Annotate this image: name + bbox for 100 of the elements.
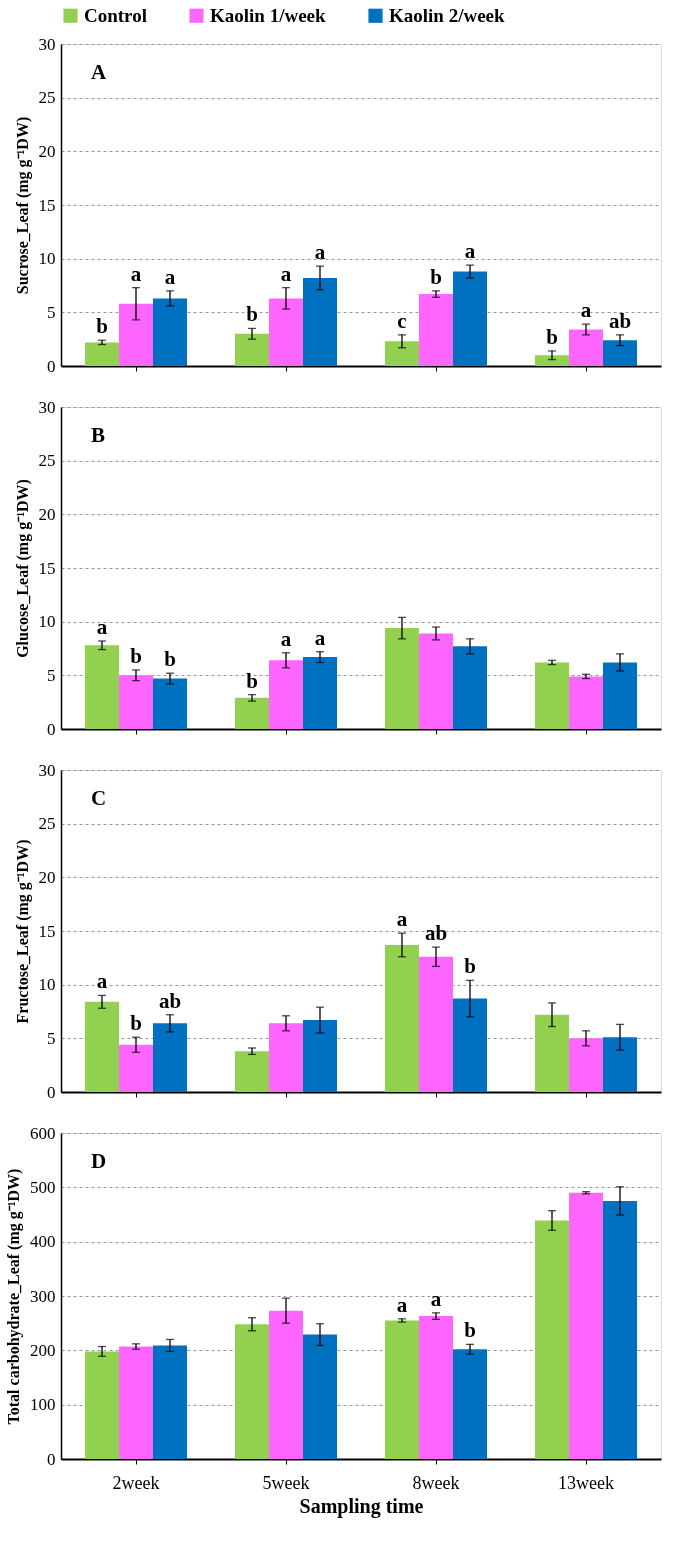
data-label: b xyxy=(96,314,108,339)
bar xyxy=(235,333,269,366)
y-tick-label: 25 xyxy=(38,88,56,108)
legend-label: Kaolin 2/week xyxy=(389,4,506,26)
bar xyxy=(119,1044,153,1092)
y-tick-label: 25 xyxy=(38,451,56,471)
data-label: ab xyxy=(424,921,448,946)
bar xyxy=(153,1023,187,1092)
bar xyxy=(535,1220,569,1459)
bar xyxy=(85,645,119,729)
bar xyxy=(453,998,487,1092)
y-axis-title: Fructose_Leaf (mg g⁻¹DW) xyxy=(13,839,32,1024)
bar xyxy=(269,1310,303,1459)
y-tick-label: 20 xyxy=(38,504,56,524)
y-tick-label: 20 xyxy=(38,141,56,161)
y-axis-title: Sucrose_Leaf (mg g⁻¹DW) xyxy=(13,116,32,295)
bar xyxy=(235,1051,269,1092)
data-label: a xyxy=(430,1286,442,1311)
bar xyxy=(385,628,419,729)
x-tick-label: 5week xyxy=(262,1472,310,1493)
annotation: D xyxy=(91,1149,107,1173)
bar xyxy=(385,944,419,1092)
bar xyxy=(453,271,487,366)
bar xyxy=(603,1037,637,1092)
bar xyxy=(269,298,303,366)
y-tick-label: 0 xyxy=(47,1082,56,1102)
bar xyxy=(303,277,337,366)
data-label: ab xyxy=(608,308,632,333)
data-label: a xyxy=(96,969,108,994)
data-label: c xyxy=(397,308,407,333)
x-tick-label: 2week xyxy=(112,1472,160,1493)
y-tick-label: 15 xyxy=(38,558,56,578)
bar xyxy=(569,1192,603,1459)
y-axis-title: Glucose_Leaf (mg g⁻¹DW) xyxy=(13,479,32,658)
y-tick-label: 10 xyxy=(38,612,56,632)
data-label: b xyxy=(246,302,258,327)
bar xyxy=(453,646,487,729)
y-tick-label: 15 xyxy=(38,921,56,941)
y-tick-label: 300 xyxy=(30,1286,56,1306)
data-label: a xyxy=(314,625,326,650)
data-label: b xyxy=(130,1011,142,1036)
x-tick-label: 8week xyxy=(412,1472,460,1493)
data-label: b xyxy=(130,643,142,668)
x-tick-label: 13week xyxy=(558,1472,614,1493)
bar xyxy=(569,1038,603,1092)
y-tick-label: 5 xyxy=(47,665,56,685)
data-label: a xyxy=(164,264,176,289)
y-tick-label: 200 xyxy=(30,1340,56,1360)
bar xyxy=(119,675,153,729)
data-label: a xyxy=(580,298,592,323)
y-tick-label: 0 xyxy=(47,1449,56,1469)
y-tick-label: 500 xyxy=(30,1177,56,1197)
x-axis-title: Sampling time xyxy=(299,1494,424,1518)
bar xyxy=(119,303,153,366)
y-tick-label: 25 xyxy=(38,814,56,834)
y-tick-label: 20 xyxy=(38,867,56,887)
data-label: a xyxy=(464,239,476,264)
data-label: a xyxy=(280,626,292,651)
y-tick-label: 0 xyxy=(47,719,56,739)
data-label: a xyxy=(96,614,108,639)
bar xyxy=(419,294,453,366)
y-tick-label: 0 xyxy=(47,356,56,376)
bar xyxy=(569,329,603,366)
bar xyxy=(419,956,453,1092)
y-tick-label: 30 xyxy=(38,34,56,54)
bar xyxy=(419,1316,453,1459)
data-label: b xyxy=(164,647,176,672)
y-tick-label: 5 xyxy=(47,1028,56,1048)
bar xyxy=(453,1349,487,1459)
bar xyxy=(603,1200,637,1459)
bar xyxy=(419,633,453,729)
annotation: B xyxy=(91,423,106,447)
data-label: a xyxy=(130,261,142,286)
legend-label: Kaolin 1/week xyxy=(210,4,327,26)
data-label: b xyxy=(464,1318,476,1343)
bar xyxy=(153,298,187,366)
y-tick-label: 30 xyxy=(38,760,56,780)
y-tick-label: 10 xyxy=(38,249,56,269)
data-label: a xyxy=(314,240,326,265)
y-tick-label: 600 xyxy=(30,1123,56,1143)
y-tick-label: 10 xyxy=(38,975,56,995)
data-label: a xyxy=(280,261,292,286)
y-tick-label: 100 xyxy=(30,1395,56,1415)
legend-label: Control xyxy=(84,4,147,26)
data-label: b xyxy=(464,954,476,979)
bar xyxy=(153,1345,187,1459)
data-label: a xyxy=(396,1292,408,1317)
bar xyxy=(85,1351,119,1459)
data-label: b xyxy=(246,668,258,693)
annotation: A xyxy=(91,60,107,84)
bar xyxy=(303,1334,337,1459)
bar xyxy=(235,697,269,729)
bar xyxy=(569,676,603,729)
bar xyxy=(269,1023,303,1092)
bar xyxy=(85,342,119,366)
bar xyxy=(535,1014,569,1092)
bar xyxy=(535,662,569,729)
bar xyxy=(385,1320,419,1459)
bar xyxy=(85,1001,119,1092)
y-tick-label: 5 xyxy=(47,302,56,322)
